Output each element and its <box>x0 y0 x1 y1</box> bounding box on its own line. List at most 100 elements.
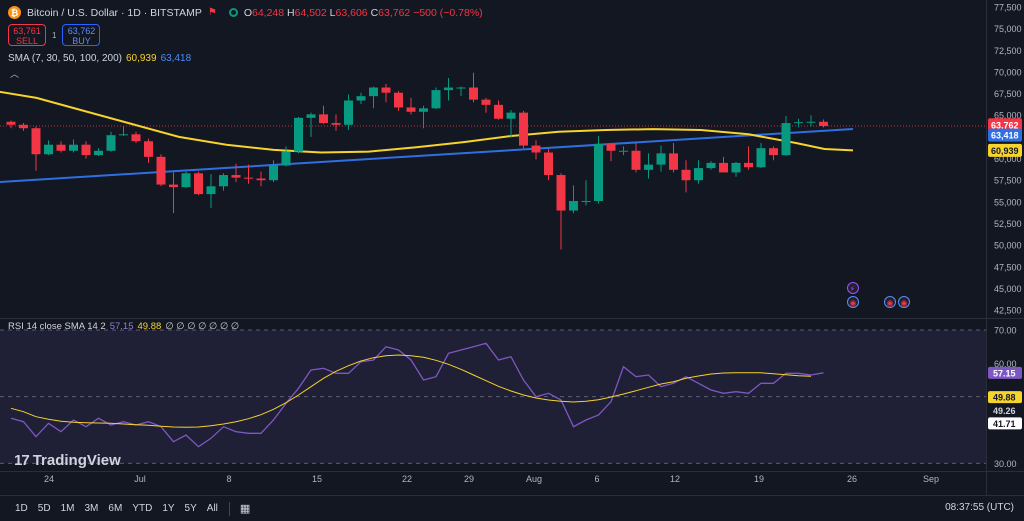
candle-body <box>269 165 278 181</box>
candle-body <box>6 121 16 125</box>
candle-body <box>244 177 253 179</box>
range-1d[interactable]: 1D <box>15 503 28 514</box>
range-3m[interactable]: 3M <box>84 503 99 514</box>
range-6m[interactable]: 6M <box>108 503 123 514</box>
candle-body <box>644 164 653 170</box>
candle-body <box>481 99 491 105</box>
bitcoin-icon[interactable]: ₿ <box>8 6 21 19</box>
price-tick-label: 72,500 <box>994 46 1022 56</box>
rsi-label: RSI 14 close SMA 14 2 <box>8 321 106 332</box>
rsi-sma-tag: 49.88 <box>993 393 1016 403</box>
range-1y[interactable]: 1Y <box>162 503 175 514</box>
candle-body <box>544 152 553 176</box>
candle-body <box>356 96 366 101</box>
candle-body <box>531 145 541 153</box>
rsi-legend[interactable]: RSI 14 close SMA 14 2 57.15 49.88 ∅ ∅ ∅ … <box>8 321 239 332</box>
candle-body <box>669 153 678 170</box>
flag-event-icon <box>898 296 910 308</box>
symbol-name[interactable]: Bitcoin / U.S. Dollar · 1D · BITSTAMP <box>27 6 202 19</box>
time-tick-label: 15 <box>312 474 322 484</box>
candle-body <box>169 184 178 188</box>
close-value: 63,762 <box>378 6 411 19</box>
candle-body <box>706 162 716 169</box>
rsi-value: 57.15 <box>109 321 134 332</box>
candle-body <box>181 173 191 188</box>
open-value: 64,248 <box>251 6 285 19</box>
candle-body <box>594 143 603 202</box>
range-5y[interactable]: 5Y <box>184 503 197 514</box>
range-ytd[interactable]: YTD <box>132 503 153 514</box>
price-tick-label: 67,500 <box>994 89 1022 99</box>
time-tick-label: Jul <box>134 474 146 484</box>
time-tick-label: 22 <box>402 474 412 484</box>
time-tick-label: 8 <box>226 474 231 484</box>
sell-label: SELL <box>15 36 39 46</box>
brand-name: TradingView <box>32 452 121 469</box>
candle-body <box>69 144 78 151</box>
rsi-empty-values: ∅ ∅ ∅ ∅ ∅ ∅ ∅ <box>165 321 240 332</box>
tradingview-logo[interactable]: 17 TradingView <box>14 452 121 469</box>
calendar-icon[interactable]: ▦ <box>239 503 251 515</box>
lightning-event-icon <box>847 282 859 294</box>
sma-blue-tag: 63,418 <box>991 131 1019 141</box>
candle-body <box>19 124 28 129</box>
range-all[interactable]: All <box>206 503 218 514</box>
candle-body <box>206 186 216 195</box>
buy-button[interactable]: 63,762 BUY <box>62 24 101 46</box>
candle-body <box>119 134 128 136</box>
flag-event-icon <box>884 296 896 308</box>
market-status-icon[interactable] <box>228 8 238 17</box>
candle-body <box>231 175 241 178</box>
sell-button[interactable]: 63,761 SELL <box>8 24 46 46</box>
candle-body <box>556 175 566 211</box>
time-tick-label: 12 <box>670 474 680 484</box>
rsi-tick-label: 30.00 <box>994 459 1017 469</box>
sma-legend[interactable]: SMA (7, 30, 50, 100, 200) 60,939 63,418 <box>8 53 191 64</box>
buy-price: 63,762 <box>67 26 96 36</box>
range-5d[interactable]: 5D <box>37 503 51 514</box>
candle-body <box>444 87 453 91</box>
collapse-legend-icon[interactable]: ︿ <box>10 69 20 79</box>
rsi-tick-label: 70.00 <box>994 326 1017 336</box>
flag-icon[interactable]: ⚑ <box>207 7 217 18</box>
change-value: −500 (−0.78%) <box>413 6 483 19</box>
candle-body <box>694 168 703 181</box>
candle-body <box>794 122 803 124</box>
candle-body <box>94 150 103 156</box>
rsi-lower-tag-bg <box>988 417 1022 430</box>
utc-clock[interactable]: 08:37:55 (UTC) <box>945 502 1014 513</box>
candle-body <box>156 156 166 185</box>
range-1m[interactable]: 1M <box>60 503 75 514</box>
price-tick-label: 57,500 <box>994 176 1022 186</box>
price-tick-label: 45,000 <box>994 284 1022 294</box>
us-flag-icon: ◉ <box>850 299 857 308</box>
time-tick-label: Aug <box>526 474 542 484</box>
candle-body <box>581 201 591 203</box>
rsi-sma-tag-bg <box>988 391 1022 404</box>
sma-label: SMA (7, 30, 50, 100, 200) <box>8 53 122 64</box>
lightning-icon: ⚡ <box>850 285 856 294</box>
last-price-tag-bg <box>988 118 1022 132</box>
price-tick-label: 77,500 <box>994 2 1022 12</box>
candle-body <box>469 87 478 100</box>
price-tick-label: 52,500 <box>994 219 1022 229</box>
candle-body <box>406 107 416 112</box>
rsi-value-tag: 57.15 <box>993 368 1016 378</box>
candle-body <box>756 148 766 168</box>
candle-body <box>519 112 528 146</box>
candle-body <box>281 151 291 166</box>
candle-body <box>744 162 753 168</box>
sell-price: 63,761 <box>13 26 41 36</box>
price-tick-label: 65,000 <box>994 111 1022 121</box>
sma-yellow-tag-bg <box>988 143 1022 157</box>
candle-body <box>31 128 41 155</box>
high-value: 64,502 <box>294 6 327 19</box>
sma-value-blue: 63,418 <box>160 53 192 64</box>
toolbar-divider <box>228 501 230 516</box>
candle-body <box>219 175 228 187</box>
us-flag-icon: ◉ <box>887 299 894 308</box>
candle-body <box>419 108 428 112</box>
candle-body <box>56 144 66 151</box>
price-tick-label: 47,500 <box>994 262 1022 272</box>
